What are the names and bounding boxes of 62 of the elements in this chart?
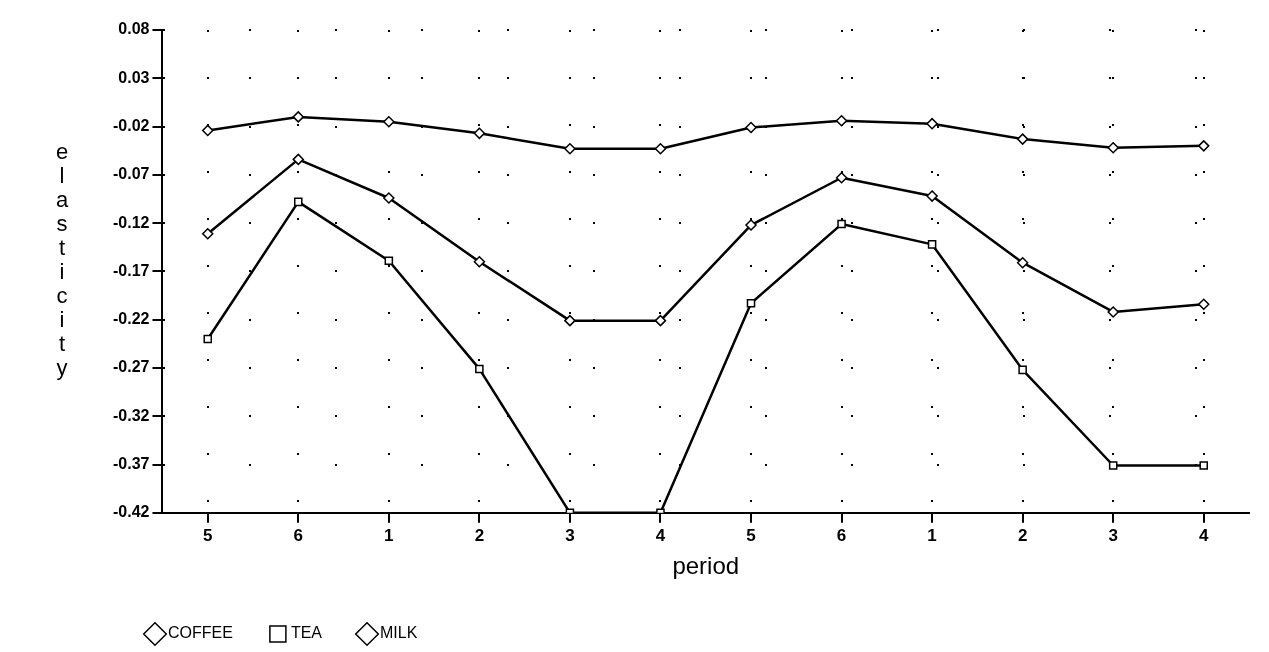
legend-label: COFFEE xyxy=(168,624,233,642)
point xyxy=(1108,461,1118,470)
point xyxy=(1199,461,1209,470)
y-tick-label: -0.32 xyxy=(113,406,150,424)
y-tick-label: 0.03 xyxy=(118,68,150,86)
point xyxy=(384,256,394,266)
x-tick-label: 6 xyxy=(293,525,304,545)
point xyxy=(837,219,846,229)
x-tick-label: 5 xyxy=(203,525,213,545)
point xyxy=(292,111,305,123)
point xyxy=(1107,142,1119,154)
point xyxy=(1107,306,1119,318)
point xyxy=(926,190,938,202)
point xyxy=(475,364,484,374)
y-tick-label: -0.42 xyxy=(113,503,150,521)
x-tick-label: 2 xyxy=(1017,525,1028,545)
point xyxy=(383,115,395,128)
point xyxy=(927,240,937,249)
x-tick-label: 1 xyxy=(927,525,937,545)
y-tick-label: -0.17 xyxy=(113,261,150,279)
point xyxy=(1016,133,1029,145)
point xyxy=(1197,298,1210,310)
legend-label: MILK xyxy=(380,624,418,642)
point xyxy=(564,143,576,155)
point xyxy=(835,115,848,127)
point xyxy=(564,314,576,327)
x-axis-title: period xyxy=(672,552,740,580)
y-tick-label: -0.02 xyxy=(113,116,150,134)
x-tick-label: 3 xyxy=(1108,525,1118,545)
text: elasticity xyxy=(55,139,69,380)
point xyxy=(383,192,395,204)
y-tick-label: -0.12 xyxy=(113,213,150,231)
x-tick-label: 2 xyxy=(474,525,485,545)
point xyxy=(654,143,667,155)
x-tick-label: 1 xyxy=(384,525,394,545)
point xyxy=(745,121,757,134)
point xyxy=(1018,365,1027,375)
point xyxy=(292,153,305,166)
y-tick-label: -0.27 xyxy=(113,358,150,376)
point xyxy=(745,219,757,231)
x-tick-label: 4 xyxy=(1198,525,1209,545)
point xyxy=(1197,140,1210,152)
x-tick-label: 6 xyxy=(836,525,847,545)
point xyxy=(473,127,486,140)
x-tick-label: 5 xyxy=(746,525,756,545)
point xyxy=(835,171,848,184)
point xyxy=(654,314,667,327)
y-tick-label: -0.07 xyxy=(113,165,150,183)
x-tick-label: 3 xyxy=(565,525,575,545)
y-tick-label: 0.08 xyxy=(118,20,150,38)
point xyxy=(294,197,303,207)
point xyxy=(926,117,938,130)
point xyxy=(201,227,214,240)
point xyxy=(1016,256,1029,269)
point xyxy=(473,255,486,268)
x-tick-label: 4 xyxy=(655,525,666,545)
point xyxy=(746,298,756,308)
legend-label: TEA xyxy=(290,624,323,642)
point xyxy=(203,334,213,344)
y-tick-label: -0.37 xyxy=(113,454,150,472)
y-tick-label: -0.22 xyxy=(113,310,150,328)
point xyxy=(201,124,214,137)
